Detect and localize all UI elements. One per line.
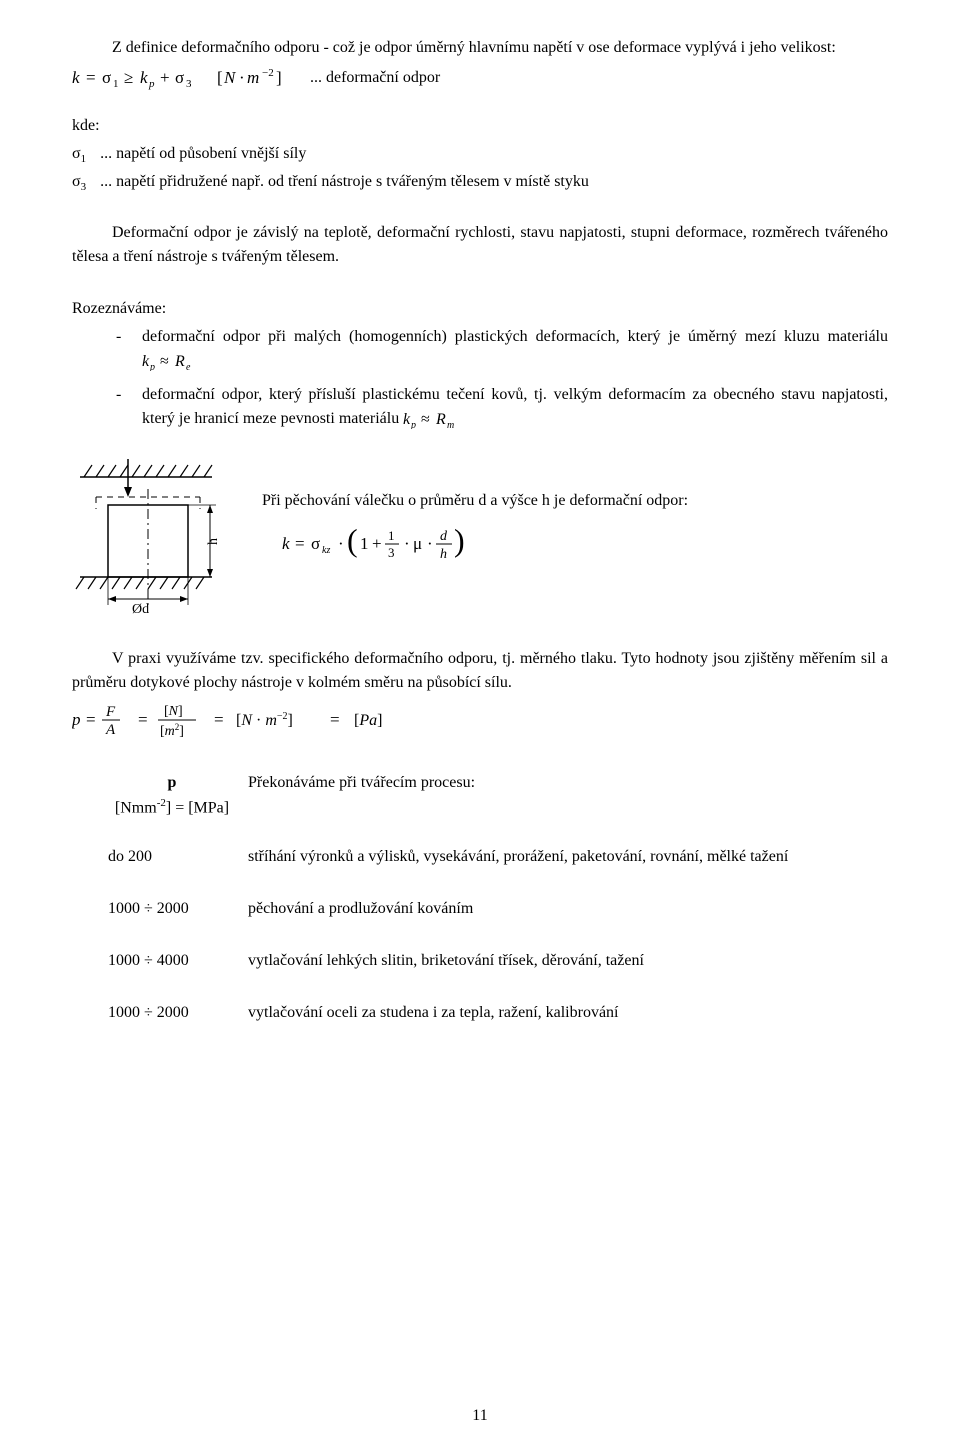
table-row: do 200 stříhání výronků a výlisků, vysek…: [72, 835, 888, 887]
svg-text:≈: ≈: [160, 353, 169, 370]
table-row: 1000 ÷ 2000 pěchování a prodlužování kov…: [72, 887, 888, 939]
sigma3-text: ... napětí přidružené např. od tření nás…: [100, 170, 589, 194]
svg-text:1: 1: [360, 534, 369, 553]
rozeznavame-title: Rozeznáváme:: [72, 297, 888, 321]
table-row: 1000 ÷ 4000 vytlačování lehkých slitin, …: [72, 939, 888, 991]
sigma1-text: ... napětí od působení vnější síly: [100, 142, 306, 166]
diagram-h-label: h: [206, 538, 221, 545]
svg-text:p: p: [148, 78, 155, 90]
svg-text:1: 1: [113, 78, 119, 90]
intro-paragraph: Z definice deformačního odporu - což je …: [72, 36, 888, 60]
formula-k-svg: k = σ 1 ≥ k p + σ 3 [ N · m −2 ]: [72, 66, 282, 90]
praxi-paragraph: V praxi využíváme tzv. specifického defo…: [72, 647, 888, 695]
svg-text:R: R: [174, 353, 185, 370]
svg-text:A: A: [105, 722, 116, 737]
svg-text:R: R: [435, 411, 446, 428]
kde-label: kde:: [72, 114, 888, 138]
svg-text:m: m: [447, 420, 454, 429]
pechovani-diagram: Ød h: [72, 459, 232, 619]
svg-text:kz: kz: [322, 545, 330, 556]
svg-text:m: m: [247, 68, 259, 87]
svg-text:+: +: [372, 534, 382, 553]
rozez-item-2: - deformační odpor, který přísluší plast…: [72, 383, 888, 431]
svg-text:k: k: [140, 68, 148, 87]
sigma3-row: σ3 ... napětí přidružené např. od tření …: [72, 170, 888, 196]
svg-text:N: N: [223, 68, 237, 87]
pechovani-row: Ød h Při pěchování válečku o průměru d a…: [72, 459, 888, 619]
svg-text:p: p: [149, 362, 155, 371]
svg-text:=: =: [138, 710, 148, 729]
svg-text:−2: −2: [262, 67, 274, 79]
pechovani-text: Při pěchování válečku o průměru d a výšc…: [262, 489, 888, 513]
svg-text:F: F: [105, 704, 116, 720]
svg-text:=: =: [330, 710, 340, 729]
formula-k-row: k = σ 1 ≥ k p + σ 3 [ N · m −2 ] ... def…: [72, 66, 888, 90]
svg-text:[N]: [N]: [164, 704, 183, 719]
svg-text:p: p: [410, 420, 416, 429]
svg-text:·: ·: [239, 68, 245, 87]
formula-kp-re: k p ≈ R e: [142, 353, 202, 371]
svg-text:[: [: [217, 68, 223, 87]
svg-text:·: ·: [427, 534, 433, 553]
svg-text:σ: σ: [102, 68, 111, 87]
svg-text:[Pa]: [Pa]: [354, 712, 382, 729]
formula-p-fa: p = F A = [N] [m2] = [N · m−2] = [Pa]: [72, 699, 432, 737]
para-deformacni-zavisly: Deformační odpor je závislý na teplotě, …: [72, 221, 888, 269]
svg-text:h: h: [440, 547, 447, 562]
svg-text:μ: μ: [413, 534, 422, 553]
sigma1-symbol: σ1: [72, 142, 86, 168]
sigma1-row: σ1 ... napětí od působení vnější síly: [72, 142, 888, 168]
svg-text:≥: ≥: [124, 68, 133, 87]
svg-text:k: k: [282, 534, 290, 553]
svg-text:p: p: [72, 710, 81, 729]
svg-text:): ): [454, 523, 465, 558]
svg-text:[m2]: [m2]: [160, 722, 184, 737]
svg-text:]: ]: [276, 68, 282, 87]
pressure-table: p [Nmm-2] = [MPa] Překonáváme při tvářec…: [72, 771, 888, 1042]
svg-text:(: (: [347, 523, 358, 558]
svg-text:=: =: [86, 710, 96, 729]
svg-text:d: d: [440, 529, 448, 544]
rozez-item-1: - deformační odpor při malých (homogenní…: [72, 325, 888, 373]
page-number: 11: [0, 1404, 960, 1428]
svg-text:·: ·: [404, 534, 410, 553]
svg-text:=: =: [86, 68, 96, 87]
svg-text:=: =: [295, 534, 305, 553]
svg-text:=: =: [214, 710, 224, 729]
svg-text:k: k: [72, 68, 80, 87]
svg-text:e: e: [186, 362, 191, 371]
svg-text:σ: σ: [175, 68, 184, 87]
svg-text:[N · m−2]: [N · m−2]: [236, 711, 293, 729]
diagram-d-label: Ød: [132, 602, 149, 617]
table-header-left: p [Nmm-2] = [MPa]: [108, 771, 236, 820]
formula-kp-rm: k p ≈ R m: [403, 411, 463, 429]
svg-text:3: 3: [388, 545, 395, 560]
svg-text:+: +: [160, 68, 170, 87]
svg-text:·: ·: [338, 534, 344, 553]
table-row: 1000 ÷ 2000 vytlačování oceli za studena…: [72, 991, 888, 1043]
svg-text:k: k: [142, 353, 150, 370]
svg-text:k: k: [403, 411, 411, 428]
table-header-right: Překonáváme při tvářecím procesu:: [242, 771, 888, 834]
svg-text:σ: σ: [311, 534, 320, 553]
formula-k-sigma-kz: k = σ kz · ( 1 + 1 3 · μ · d h ): [282, 523, 512, 563]
svg-text:≈: ≈: [421, 411, 430, 428]
svg-text:1: 1: [388, 528, 395, 543]
svg-text:3: 3: [186, 78, 192, 90]
sigma3-symbol: σ3: [72, 170, 86, 196]
formula-k-caption: ... deformační odpor: [310, 66, 440, 90]
